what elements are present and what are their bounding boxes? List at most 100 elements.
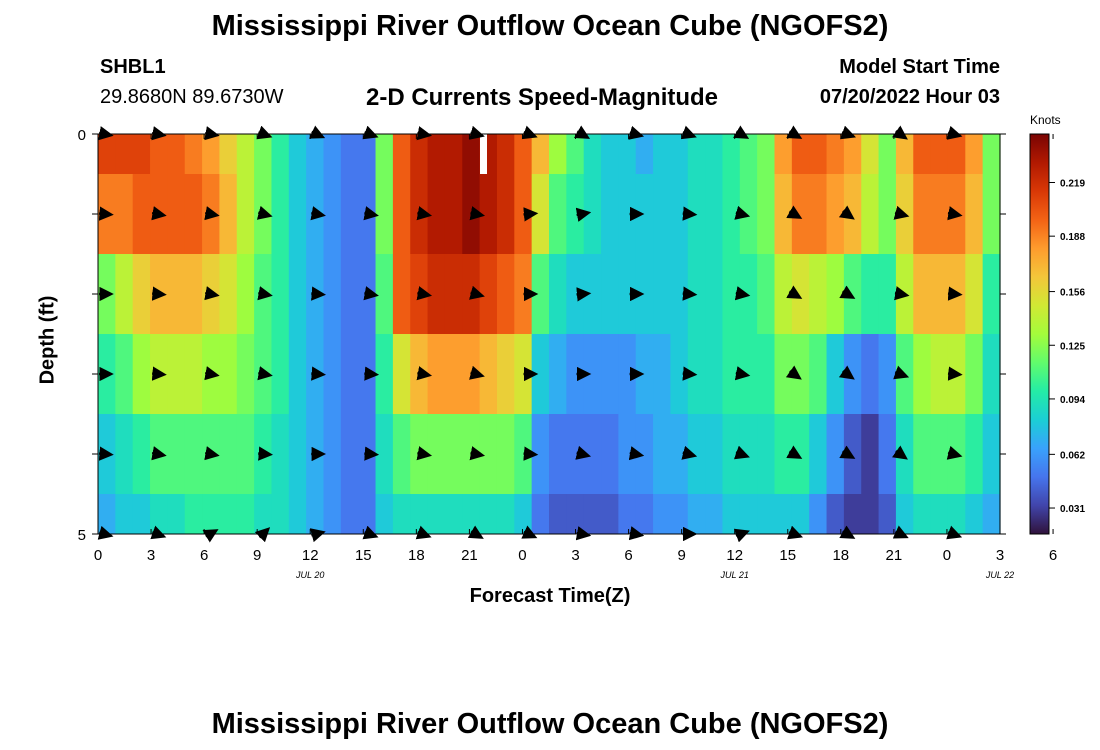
heatmap-cell — [392, 334, 411, 414]
heatmap-cell — [531, 254, 550, 334]
heatmap-cell — [826, 174, 845, 254]
heatmap-cell — [271, 134, 290, 174]
heatmap-cell — [392, 254, 411, 334]
current-arrow — [151, 286, 167, 301]
heatmap-cell — [705, 414, 724, 494]
heatmap-cell — [462, 494, 481, 534]
heatmap-cell — [236, 134, 255, 174]
heatmap-cell — [982, 174, 1001, 254]
colorbar-tick-label: 0.031 — [1060, 504, 1085, 515]
heatmap-cell — [167, 134, 186, 174]
current-arrow — [785, 365, 802, 380]
missing-data-gap — [480, 134, 487, 174]
heatmap-cell — [878, 174, 897, 254]
heatmap-cell — [930, 334, 949, 414]
heatmap-cell — [913, 494, 932, 534]
heatmap-cell — [375, 334, 394, 414]
heatmap-cell — [150, 494, 168, 534]
heatmap-cell — [219, 174, 238, 254]
heatmap-cell — [288, 334, 307, 414]
heatmap-cell — [340, 254, 359, 334]
heatmap-cell — [496, 334, 515, 414]
heatmap-cell — [965, 494, 984, 534]
heatmap-cell — [410, 494, 429, 534]
heatmap-cell — [514, 174, 533, 254]
heatmap-cell — [774, 174, 793, 254]
heatmap-cell — [514, 414, 533, 494]
current-arrow — [786, 205, 803, 219]
heatmap-cell — [930, 134, 949, 174]
heatmap-cell — [601, 134, 619, 174]
heatmap-cell — [826, 414, 845, 494]
heatmap-cell — [618, 334, 637, 414]
heatmap-cell — [601, 174, 619, 254]
heatmap-cell — [878, 414, 897, 494]
heatmap-cell — [670, 414, 689, 494]
current-arrow — [839, 445, 856, 459]
heatmap-cell — [115, 494, 134, 534]
current-arrow — [151, 206, 167, 221]
heatmap-cell — [826, 334, 845, 414]
current-arrow — [733, 445, 750, 460]
current-arrow — [575, 445, 592, 460]
heatmap-cell — [514, 254, 533, 334]
heatmap-cell — [653, 174, 672, 254]
x-tick-label: 9 — [677, 547, 685, 564]
heatmap-cell — [236, 414, 255, 494]
heatmap-cell — [878, 334, 897, 414]
heatmap-cell — [167, 414, 186, 494]
heatmap-cell — [306, 134, 325, 174]
current-arrow — [416, 446, 433, 461]
x-tick-label: 0 — [943, 547, 951, 564]
heatmap-cell — [514, 334, 533, 414]
heatmap-cell — [323, 414, 342, 494]
current-arrow — [682, 206, 698, 221]
x-tick-label: 0 — [518, 547, 526, 564]
heatmap-cell — [375, 134, 394, 174]
current-arrow — [151, 366, 167, 381]
heatmap-cell — [358, 494, 377, 534]
heatmap-cell — [982, 334, 1001, 414]
current-arrow — [576, 287, 592, 302]
heatmap-cell — [323, 254, 342, 334]
heatmap-cell — [323, 174, 342, 254]
heatmap-cell — [271, 254, 290, 334]
x-tick-label: 6 — [200, 547, 208, 564]
x-tick-label: 0 — [94, 547, 102, 564]
heatmap-cell — [549, 414, 567, 494]
heatmap-cell — [774, 494, 793, 534]
heatmap-cell — [288, 174, 307, 254]
heatmap-cell — [722, 134, 741, 174]
heatmap-cell — [184, 254, 203, 334]
heatmap-cell — [635, 254, 654, 334]
heatmap-cell — [913, 134, 932, 174]
heatmap-cell — [635, 414, 654, 494]
heatmap-cell — [722, 494, 741, 534]
heatmap-cell — [427, 334, 446, 414]
current-arrow — [204, 366, 220, 381]
heatmap-cell — [895, 134, 914, 174]
heatmap-cell — [549, 494, 567, 534]
heatmap-cell — [340, 414, 359, 494]
heatmap-cell — [566, 494, 585, 534]
current-arrow — [682, 286, 698, 301]
heatmap-cell — [271, 414, 290, 494]
heatmap-cell — [670, 174, 689, 254]
repeat-title: Mississippi River Outflow Ocean Cube (NG… — [211, 708, 889, 740]
heatmap-cell — [531, 334, 550, 414]
heatmap-cell — [982, 134, 1001, 174]
heatmap-cell — [705, 254, 724, 334]
heatmap-cell — [913, 254, 932, 334]
heatmap-cell — [427, 134, 446, 174]
heatmap-cell — [184, 414, 203, 494]
colorbar-ticks: 0.219 0.188 0.156 0.125 0.094 0.062 0.031 — [1049, 178, 1085, 515]
heatmap-cell — [514, 134, 533, 174]
heatmap-cell — [722, 414, 741, 494]
colorbar-units: Knots — [1030, 113, 1061, 127]
heatmap-cell — [184, 174, 203, 254]
heatmap-cell — [444, 254, 463, 334]
current-arrow — [98, 446, 114, 461]
heatmap-cell — [653, 254, 672, 334]
heatmap-cell — [774, 134, 793, 174]
heatmap-cell — [670, 254, 689, 334]
